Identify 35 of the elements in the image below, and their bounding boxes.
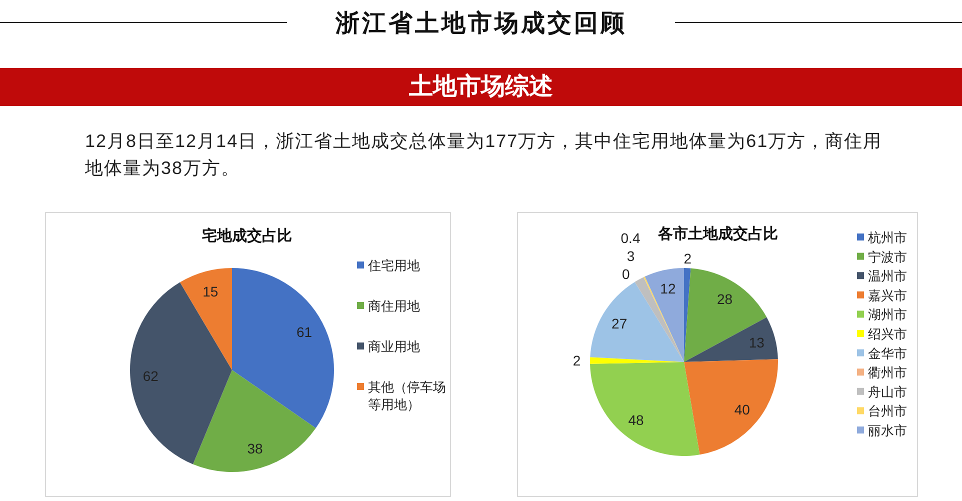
data-label: 48 xyxy=(628,412,644,428)
text: 12月8日至12月14日，浙江省土地成交总体量为177万方，其中住宅用地体量为61万方，商住用地体量为38万方。 xyxy=(85,130,884,180)
legend-label: 衢州市 xyxy=(868,364,907,380)
text: 土地市场综述 xyxy=(409,73,553,100)
legend-label: 杭州市 xyxy=(867,230,907,244)
data-label: 0.4 xyxy=(620,230,640,246)
legend-label: 宁波市 xyxy=(868,248,907,264)
legend-label: 丽水市 xyxy=(868,422,907,438)
data-label: 40 xyxy=(734,402,750,418)
legend-label: 湖州市 xyxy=(868,306,907,322)
data-label: 28 xyxy=(716,290,733,307)
data-label: 38 xyxy=(247,440,263,456)
data-label: 2 xyxy=(684,250,692,267)
legend-label: 金华市 xyxy=(868,345,907,360)
legend-label: 温州市 xyxy=(868,268,907,284)
legend-label: 绍兴市 xyxy=(868,326,907,341)
legend-label: 台州市 xyxy=(868,403,907,418)
legend-label: 舟山市 xyxy=(868,384,907,399)
legend-label: 商住用地 xyxy=(368,298,420,313)
chart-title: 宅地成交占比 xyxy=(202,226,292,244)
chart-title: 各市土地成交占比 xyxy=(657,224,778,242)
data-label: 12 xyxy=(660,280,676,297)
data-label: 62 xyxy=(142,368,159,384)
data-label: 61 xyxy=(296,324,312,340)
text: 0 xyxy=(622,266,630,282)
data-label: 27 xyxy=(612,316,628,332)
legend-label: 商业用地 xyxy=(368,338,420,354)
legend-label: 嘉兴市 xyxy=(868,287,907,302)
legend-label: 其他（停车场等用地） xyxy=(368,379,446,412)
data-label: 2 xyxy=(572,352,581,368)
data-label: 13 xyxy=(748,334,765,350)
legend-label: 住宅用地 xyxy=(367,258,420,272)
data-label: 15 xyxy=(202,283,218,300)
data-label: 3 xyxy=(626,248,635,264)
text: 浙江省土地市场成交回顾 xyxy=(335,10,627,37)
